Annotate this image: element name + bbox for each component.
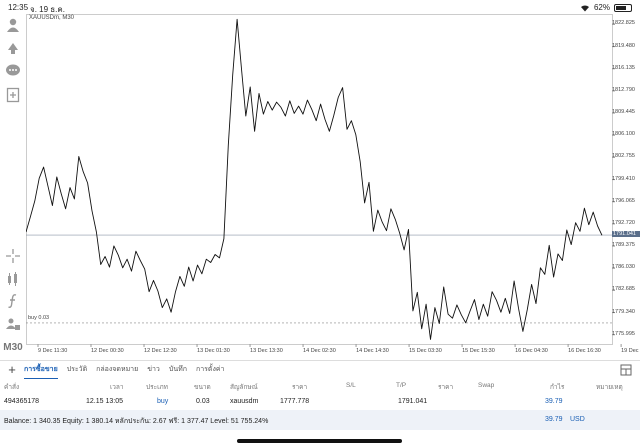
time-tick-label: 16 Dec 16:30 <box>568 348 601 354</box>
col-open-price: ราคา <box>292 384 308 391</box>
left-toolbar: M30 <box>0 14 26 360</box>
terminal-tabs: + การซื้อขาย ประวัติ กล่องจดหมาย ข่าว บั… <box>0 360 640 379</box>
price-tick-label: 1789.375 <box>612 242 635 249</box>
col-type: ประเภท <box>146 384 168 391</box>
tab-history[interactable]: ประวัติ <box>66 366 88 373</box>
timeframe-button[interactable]: M30 <box>3 341 23 353</box>
price-tick-label: 1799.410 <box>612 175 635 182</box>
status-time: 12:35 <box>8 3 29 12</box>
table-row[interactable]: 494365178 12.15 13:05 buy 0.03 xauusdm 1… <box>0 394 640 408</box>
price-tick-label: 1779.340 <box>612 308 635 315</box>
time-tick-label: 14 Dec 14:30 <box>356 348 389 354</box>
price-chart[interactable]: XAUUSDm, M30 1822.825 1819.480 1816.135 181… <box>26 14 640 360</box>
price-tick-label: 1796.065 <box>612 197 635 204</box>
trader-icon[interactable] <box>4 16 22 34</box>
status-right: 62% <box>580 3 632 12</box>
home-indicator <box>237 439 402 443</box>
order-open-price: 1777.778 <box>280 398 310 405</box>
price-tick-label: 1792.720 <box>612 219 635 226</box>
col-price: ราคา <box>438 384 454 391</box>
price-tick-label: 1816.135 <box>612 64 635 71</box>
plot-frame <box>26 14 613 345</box>
col-order: คำสั่ง <box>4 384 20 391</box>
tab-mailbox[interactable]: กล่องจดหมาย <box>96 366 139 373</box>
tab-journal[interactable]: บันทึก <box>168 366 187 373</box>
crosshair-icon[interactable] <box>4 247 22 265</box>
time-tick-label: 13 Dec 01:30 <box>197 348 230 354</box>
order-current-price: 1791.041 <box>398 398 428 405</box>
col-tp: T/P <box>396 382 407 389</box>
order-profit: 39.79 <box>545 398 563 405</box>
order-size: 0.03 <box>196 398 210 405</box>
price-tick-label: 1802.755 <box>612 153 635 160</box>
order-type: buy <box>157 398 169 405</box>
time-tick-label: 12 Dec 00:30 <box>91 348 124 354</box>
price-series-line <box>26 18 603 340</box>
objects-icon[interactable] <box>4 315 22 333</box>
indicators-icon[interactable] <box>4 270 22 288</box>
time-tick-label: 19 Dec 05:30 <box>621 348 640 354</box>
current-price-label: 1791.041 <box>612 231 640 238</box>
time-tick-label: 13 Dec 13:30 <box>250 348 283 354</box>
col-profit: กำไร <box>550 384 565 391</box>
col-symbol: สัญลักษณ์ <box>230 384 258 391</box>
order-symbol: xauusdm <box>230 398 259 405</box>
total-profit: 39.79 <box>545 416 563 423</box>
status-date: จ. 19 ธ.ค. <box>30 5 65 14</box>
add-icon[interactable]: + <box>8 362 16 377</box>
chat-icon[interactable] <box>4 62 22 80</box>
col-swap: Swap <box>478 382 495 389</box>
price-tick-label: 1786.030 <box>612 264 635 271</box>
col-time: เวลา <box>110 384 124 391</box>
buy-line-label: buy 0.03 <box>28 314 50 321</box>
price-tick-label: 1819.480 <box>612 42 635 49</box>
col-comment: หมายเหตุ <box>596 384 623 391</box>
order-id: 494365178 <box>4 398 40 405</box>
deal-icon[interactable] <box>4 38 22 56</box>
time-tick-label: 14 Dec 02:30 <box>303 348 336 354</box>
layout-icon[interactable] <box>620 364 632 376</box>
wifi-icon <box>580 4 589 11</box>
time-tick-label: 15 Dec 03:30 <box>409 348 442 354</box>
tab-trade[interactable]: การซื้อขาย <box>24 361 58 379</box>
col-sl: S/L <box>346 382 356 389</box>
time-tick-label: 9 Dec 11:30 <box>38 348 68 354</box>
battery-icon <box>614 3 632 12</box>
balance-summary: Balance: 1 340.35 Equity: 1 380.14 หลักป… <box>4 418 269 425</box>
function-icon[interactable] <box>4 292 22 310</box>
tab-news[interactable]: ข่าว <box>147 366 160 373</box>
price-tick-label: 1822.825 <box>612 20 635 27</box>
new-order-icon[interactable] <box>4 86 22 104</box>
chart-symbol-label: XAUUSDm, M30 <box>29 15 75 21</box>
price-tick-label: 1812.790 <box>612 86 635 93</box>
price-tick-label: 1809.445 <box>612 109 635 116</box>
trade-table-header: คำสั่ง เวลา ประเภท ขนาด สัญลักษณ์ ราคา S… <box>0 378 640 392</box>
order-time: 12.15 13:05 <box>86 398 123 405</box>
time-tick-label: 12 Dec 12:30 <box>144 348 177 354</box>
currency-label: USD <box>570 416 585 423</box>
status-bar: 12:35 จ. 19 ธ.ค. 62% <box>0 0 640 14</box>
price-tick-label: 1806.100 <box>612 131 635 138</box>
price-tick-label: 1782.685 <box>612 286 635 293</box>
balance-bar: Balance: 1 340.35 Equity: 1 380.14 หลักป… <box>0 410 640 430</box>
tab-settings[interactable]: การตั้งค่า <box>195 366 225 373</box>
time-tick-label: 15 Dec 15:30 <box>462 348 495 354</box>
price-tick-label: 1775.995 <box>612 330 635 337</box>
col-size: ขนาด <box>194 384 211 391</box>
chart-svg <box>26 14 622 347</box>
battery-percent: 62% <box>593 3 610 12</box>
time-tick-label: 16 Dec 04:30 <box>515 348 548 354</box>
